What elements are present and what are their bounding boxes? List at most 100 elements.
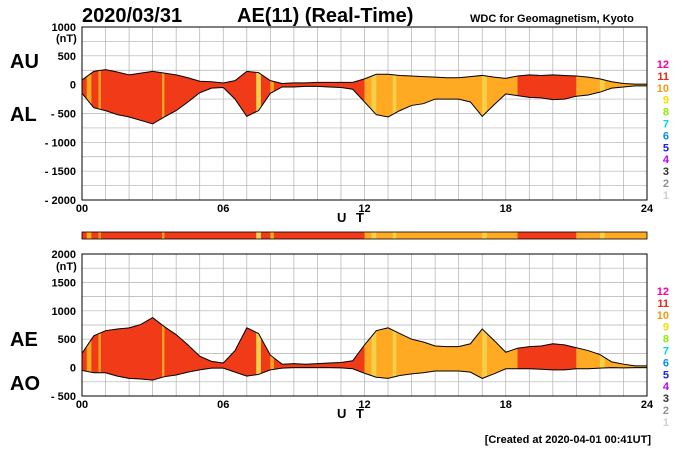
kp-legend-level: 7 [663, 346, 669, 358]
activity-color-bar [81, 231, 648, 240]
activity-bar-highlight [371, 232, 377, 239]
kp-legend-level: 12 [657, 59, 669, 71]
x-tick-label: 06 [217, 399, 229, 411]
au-series-line [81, 69, 647, 85]
y-tick-label: - 1500 [45, 166, 76, 178]
ao-label: AO [10, 373, 40, 395]
au-al-y-ticks: 1000 500 0 - 500 - 1000 - 1500 - 2000 [45, 22, 76, 207]
activity-fill-highlight [256, 69, 261, 124]
al-label: AL [10, 104, 37, 126]
x-tick-label: 12 [358, 399, 370, 411]
x-tick-label: 18 [500, 203, 512, 215]
activity-bar-segment [364, 232, 518, 239]
kp-legend-level: 10 [657, 310, 669, 322]
y-tick-label: - 2000 [45, 195, 76, 207]
activity-bar-highlight [86, 232, 92, 239]
au-al-y-unit: (nT) [56, 33, 77, 45]
y-tick-label: 1500 [52, 277, 76, 289]
kp-legend-level: 11 [657, 71, 669, 83]
created-timestamp: [Created at 2020-04-01 00:41UT] [485, 434, 652, 446]
activity-fill-highlight [482, 317, 487, 381]
activity-fill-highlight [86, 317, 92, 381]
kp-legend-level: 10 [657, 83, 669, 95]
activity-fill-highlight [371, 69, 377, 124]
au-al-outline [81, 69, 647, 125]
activity-fill-highlight [392, 317, 397, 381]
kp-legend-level: 6 [663, 357, 669, 369]
kp-legend-level: 11 [657, 298, 669, 310]
y-tick-label: - 1000 [45, 137, 76, 149]
activity-bar-highlight [256, 232, 261, 239]
activity-bar-highlight [98, 232, 101, 239]
activity-fill-highlight [86, 69, 92, 124]
y-tick-label: 1000 [52, 306, 76, 318]
activity-bar-segment [82, 232, 365, 239]
activity-bar-highlight [392, 232, 397, 239]
y-tick-label: - 500 [51, 109, 76, 121]
activity-fill-highlight [98, 69, 101, 124]
activity-fill-highlight [98, 317, 101, 381]
au-al-x-label: U T [337, 210, 367, 225]
x-tick-label: 24 [641, 203, 654, 215]
y-tick-label: 500 [58, 334, 76, 346]
au-al-x-ticks: 00 06 12 18 24 [76, 203, 654, 215]
activity-bar-segment [517, 232, 577, 239]
x-tick-label: 18 [500, 399, 512, 411]
kp-legend-level: 1 [663, 417, 669, 429]
activity-bar-highlight [599, 232, 605, 239]
y-tick-label: 0 [70, 80, 76, 92]
activity-fill-highlight [162, 317, 165, 381]
activity-bar-highlight [270, 232, 274, 239]
au-label: AU [10, 51, 39, 73]
al-series-line [81, 85, 647, 125]
chart-date: 2020/03/31 [82, 5, 182, 27]
ae-ao-y-unit: (nT) [56, 261, 77, 273]
kp-legend-level: 12 [657, 286, 669, 298]
x-tick-label: 06 [217, 203, 229, 215]
activity-bar-segment [576, 232, 647, 239]
y-tick-label: 500 [58, 51, 76, 63]
activity-bar-highlight [162, 232, 165, 239]
ae-ao-outline [81, 317, 647, 381]
kp-legend-level: 9 [663, 322, 669, 334]
y-tick-label: - 500 [51, 391, 76, 403]
ae-series-line [81, 317, 647, 367]
ae-ao-y-ticks: 2000 1500 1000 500 0 - 500 [51, 249, 76, 403]
y-tick-label: 1000 [52, 22, 76, 34]
activity-fill-highlight [371, 317, 377, 381]
activity-fill-highlight [162, 69, 165, 124]
kp-legend-level: 4 [663, 154, 670, 166]
kp-legend-level: 7 [663, 119, 669, 131]
chart-title: AE(11) (Real-Time) [237, 5, 413, 27]
kp-legend-level: 4 [663, 381, 670, 393]
kp-legend-level: 8 [663, 107, 669, 119]
kp-legend-level: 2 [663, 405, 669, 417]
x-tick-label: 00 [76, 399, 88, 411]
au-al-frame [81, 26, 648, 201]
x-tick-label: 00 [76, 203, 88, 215]
y-tick-label: 0 [70, 363, 76, 375]
kp-legend-level: 5 [663, 142, 669, 154]
ae-label: AE [10, 329, 38, 351]
activity-fill-highlight [482, 69, 487, 124]
ae-ao-x-ticks: 00 06 12 18 24 [76, 399, 654, 411]
y-tick-label: 2000 [52, 249, 76, 261]
ao-series-line [81, 367, 647, 381]
kp-legend-level: 3 [663, 393, 669, 405]
kp-legend-level: 2 [663, 178, 669, 190]
kp-legend-level: 9 [663, 95, 669, 107]
x-tick-label: 12 [358, 203, 370, 215]
ae-ao-frame [81, 253, 648, 397]
kp-legend-level: 1 [663, 190, 669, 202]
activity-fill-highlight [256, 317, 261, 381]
ae-ao-x-label: U T [337, 406, 367, 421]
x-tick-label: 24 [641, 399, 654, 411]
activity-bar-frame [81, 231, 648, 240]
kp-legend-level: 5 [663, 369, 669, 381]
activity-bar-highlight [482, 232, 487, 239]
kp-legend-level: 8 [663, 334, 669, 346]
